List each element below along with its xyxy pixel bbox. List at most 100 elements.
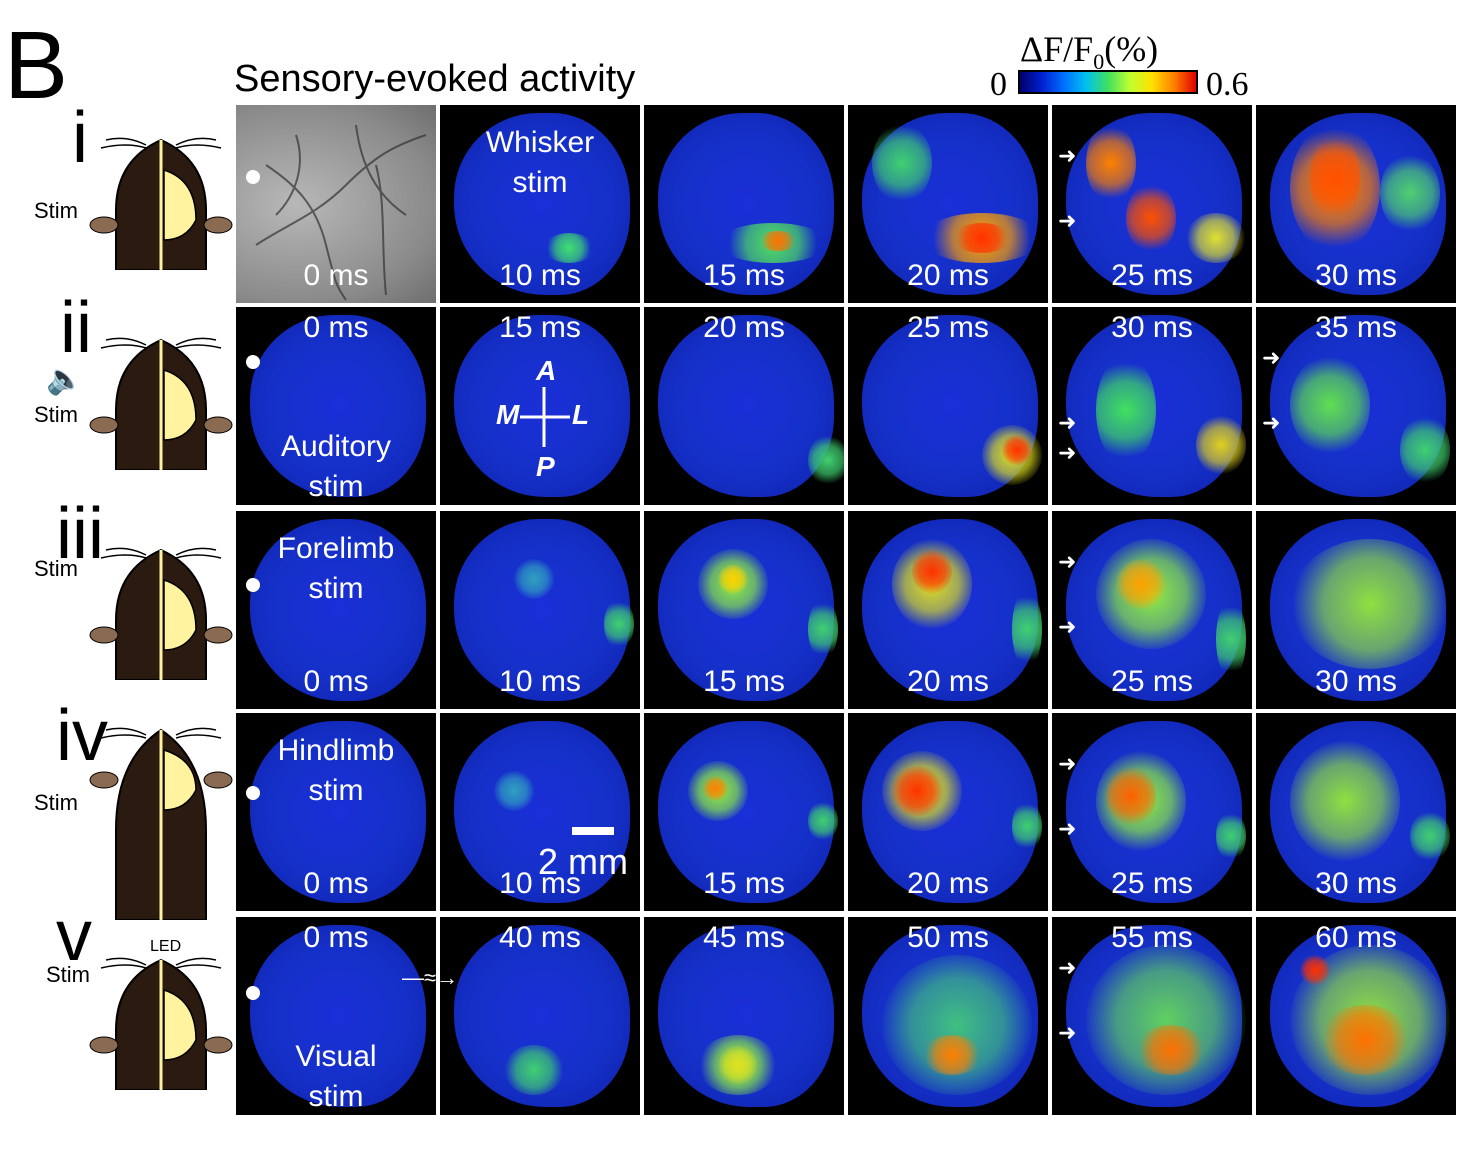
reference-dot	[246, 355, 260, 369]
activation-hotspot	[1012, 589, 1042, 669]
row-numeral: ii	[60, 288, 92, 368]
activation-hotspot	[1400, 415, 1450, 485]
stim-label-line: stim	[512, 166, 568, 199]
activation-hotspot	[1136, 1025, 1206, 1075]
stim-label-line: Whisker	[485, 126, 595, 159]
timestamp-label: 25 ms	[1111, 867, 1193, 900]
image-cell-r2-c6: 35 ms ➜ ➜	[1256, 307, 1456, 505]
activity-map	[658, 925, 834, 1107]
timestamp-label: 25 ms	[907, 311, 989, 344]
activity-map	[658, 519, 838, 701]
image-cell-r5-c1: 0 ms Visual stim	[236, 917, 436, 1115]
image-cell-r3-c4: 20 ms	[848, 511, 1048, 709]
mouse-illustration	[86, 720, 236, 925]
mouse-illustration	[86, 540, 236, 685]
image-cell-r2-c1: 0 ms Auditory stim	[236, 307, 436, 505]
row-numeral: i	[72, 98, 88, 178]
activity-map	[1270, 721, 1450, 903]
stim-label-line: Forelimb	[277, 532, 395, 565]
mouse-illustration	[86, 950, 236, 1095]
axis-label-p: P	[536, 451, 555, 482]
brain-vasculature-photo	[236, 105, 436, 303]
row-numeral: iv	[56, 696, 108, 776]
activation-hotspot	[1216, 599, 1246, 679]
timestamp-label: 25 ms	[1111, 665, 1193, 698]
timestamp-label: 0 ms	[303, 311, 369, 344]
activation-hotspot	[1320, 1005, 1410, 1075]
row-numeral: iii	[56, 494, 104, 574]
activity-map	[454, 925, 630, 1107]
activity-map	[1066, 721, 1246, 903]
activation-hotspot	[808, 801, 838, 841]
image-cell-r3-c3: 15 ms	[644, 511, 844, 709]
colorbar-label-sub: 0	[1093, 49, 1105, 75]
activity-map	[862, 925, 1038, 1107]
orientation-cross	[520, 387, 570, 447]
axis-label-a: A	[536, 355, 557, 386]
activation-hotspot	[872, 123, 932, 203]
timestamp-label: 0 ms	[303, 259, 369, 292]
image-cell-r4-c1: 0 ms Hindlimb stim	[236, 713, 436, 911]
activation-hotspot	[922, 1035, 982, 1075]
stim-label-line: Auditory	[280, 430, 392, 463]
timestamp-label: 50 ms	[907, 921, 989, 954]
timestamp-label: 30 ms	[1315, 665, 1397, 698]
image-cell-r4-c6: 30 ms	[1256, 713, 1456, 911]
image-cell-r5-c2: 40 ms	[440, 917, 640, 1115]
activation-hotspot	[604, 599, 634, 649]
timestamp-label: 30 ms	[1315, 867, 1397, 900]
image-cell-r1-c2: 10 ms Whisker stim	[440, 105, 640, 303]
activation-hotspot	[1290, 539, 1450, 669]
stim-side-label: Stim	[34, 402, 78, 427]
arrow-icon: ➜	[1058, 549, 1077, 574]
activity-map	[250, 519, 426, 701]
image-cell-r4-c2: 10 ms	[440, 713, 640, 911]
image-cell-r2-c2: 15 ms A P M L	[440, 307, 640, 505]
image-cell-r2-c3: 20 ms	[644, 307, 844, 505]
activation-hotspot	[1002, 435, 1032, 465]
activity-map	[1270, 113, 1446, 295]
timestamp-label: 25 ms	[1111, 259, 1193, 292]
activation-hotspot	[1116, 559, 1166, 609]
stim-side-label: Stim	[34, 790, 78, 815]
activity-map	[862, 113, 1042, 295]
arrow-icon: ➜	[1058, 410, 1077, 435]
reference-dot	[246, 986, 260, 1000]
activity-map	[1066, 315, 1246, 497]
timestamp-label: 40 ms	[499, 921, 581, 954]
timestamp-label: 15 ms	[499, 311, 581, 344]
activation-hotspot	[808, 435, 844, 485]
reference-dot	[246, 578, 260, 592]
activation-hotspot	[1106, 766, 1156, 826]
timestamp-label: 15 ms	[703, 259, 785, 292]
activity-map	[1270, 519, 1450, 701]
stim-label-line: stim	[308, 470, 364, 503]
timestamp-label: 10 ms	[499, 665, 581, 698]
timestamp-label: 15 ms	[703, 867, 785, 900]
image-cell-r5-c3: 45 ms	[644, 917, 844, 1115]
activity-map	[658, 113, 834, 295]
image-cell-r3-c2: 10 ms	[440, 511, 640, 709]
image-cell-r1-c4: 20 ms	[848, 105, 1048, 303]
image-cell-r1-c3: 15 ms	[644, 105, 844, 303]
activity-map	[1066, 113, 1246, 295]
axis-label-m: M	[496, 399, 520, 430]
colorbar-label-suffix: (%)	[1104, 29, 1159, 69]
activation-hotspot	[703, 776, 728, 801]
activation-hotspot	[1380, 153, 1440, 233]
activation-hotspot	[1096, 355, 1156, 465]
activity-map	[250, 721, 426, 903]
scale-bar	[572, 827, 614, 835]
activation-hotspot	[892, 766, 942, 816]
figure-title: Sensory-evoked activity	[234, 58, 636, 100]
stim-side-label: Stim	[34, 556, 78, 581]
activation-hotspot	[1300, 955, 1330, 985]
activity-map	[454, 721, 630, 903]
timestamp-label: 0 ms	[303, 867, 369, 900]
activation-hotspot	[1086, 123, 1136, 203]
arrow-icon: ➜	[1058, 440, 1077, 465]
activation-hotspot	[1216, 811, 1246, 861]
timestamp-label: 20 ms	[703, 311, 785, 344]
colorbar-label-main: ΔF/F	[1020, 29, 1094, 69]
activation-hotspot	[1126, 183, 1176, 253]
